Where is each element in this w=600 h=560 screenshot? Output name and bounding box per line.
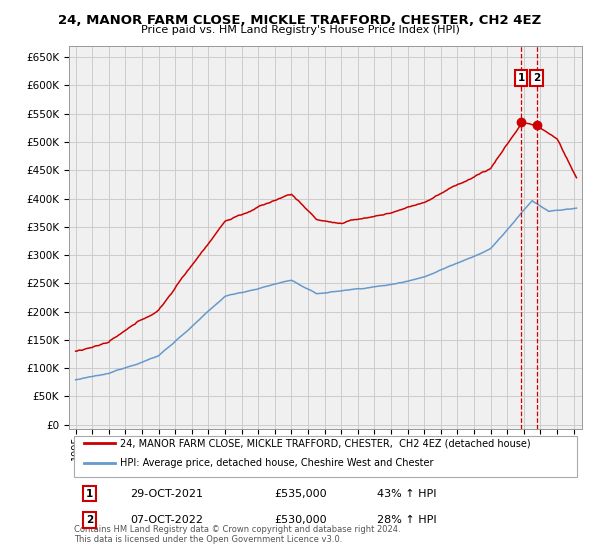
Text: 1: 1 xyxy=(517,73,524,83)
Text: HPI: Average price, detached house, Cheshire West and Chester: HPI: Average price, detached house, Ches… xyxy=(121,458,434,468)
Text: 07-OCT-2022: 07-OCT-2022 xyxy=(131,515,203,525)
Text: £530,000: £530,000 xyxy=(274,515,327,525)
Text: 2: 2 xyxy=(533,73,540,83)
Text: 43% ↑ HPI: 43% ↑ HPI xyxy=(377,489,436,499)
Text: 29-OCT-2021: 29-OCT-2021 xyxy=(131,489,203,499)
Text: Price paid vs. HM Land Registry's House Price Index (HPI): Price paid vs. HM Land Registry's House … xyxy=(140,25,460,35)
Text: 1: 1 xyxy=(86,489,93,499)
Text: 2: 2 xyxy=(86,515,93,525)
Text: 28% ↑ HPI: 28% ↑ HPI xyxy=(377,515,436,525)
Text: £535,000: £535,000 xyxy=(274,489,327,499)
Text: 24, MANOR FARM CLOSE, MICKLE TRAFFORD, CHESTER,  CH2 4EZ (detached house): 24, MANOR FARM CLOSE, MICKLE TRAFFORD, C… xyxy=(121,438,531,449)
Text: Contains HM Land Registry data © Crown copyright and database right 2024.
This d: Contains HM Land Registry data © Crown c… xyxy=(74,525,401,544)
FancyBboxPatch shape xyxy=(74,436,577,477)
Text: 24, MANOR FARM CLOSE, MICKLE TRAFFORD, CHESTER, CH2 4EZ: 24, MANOR FARM CLOSE, MICKLE TRAFFORD, C… xyxy=(58,14,542,27)
